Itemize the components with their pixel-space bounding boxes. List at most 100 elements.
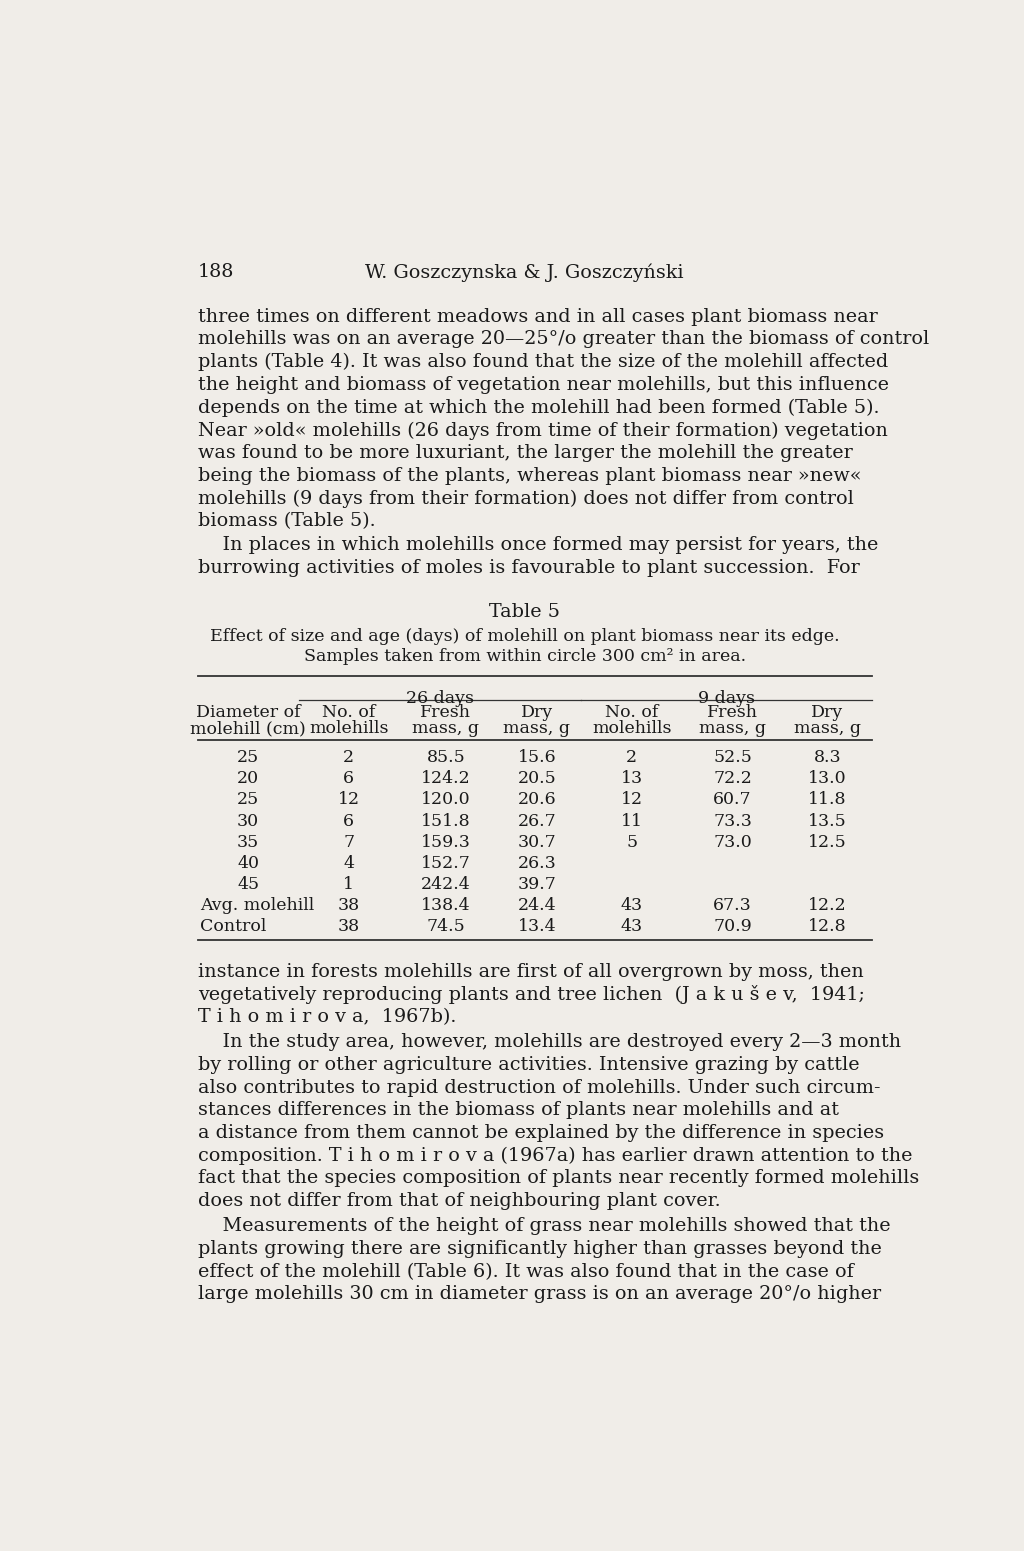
Text: 120.0: 120.0 — [421, 791, 471, 808]
Text: Fresh: Fresh — [420, 704, 471, 721]
Text: mass, g: mass, g — [504, 721, 570, 737]
Text: 152.7: 152.7 — [421, 855, 471, 872]
Text: 74.5: 74.5 — [426, 918, 465, 935]
Text: 1: 1 — [343, 876, 354, 893]
Text: 45: 45 — [238, 876, 259, 893]
Text: Fresh: Fresh — [707, 704, 758, 721]
Text: 11.8: 11.8 — [808, 791, 847, 808]
Text: 4: 4 — [343, 855, 354, 872]
Text: the height and biomass of vegetation near molehills, but this influence: the height and biomass of vegetation nea… — [198, 375, 889, 394]
Text: 124.2: 124.2 — [421, 771, 471, 788]
Text: Dry: Dry — [520, 704, 553, 721]
Text: depends on the time at which the molehill had been formed (Table 5).: depends on the time at which the molehil… — [198, 399, 880, 417]
Text: 20: 20 — [238, 771, 259, 788]
Text: 70.9: 70.9 — [713, 918, 752, 935]
Text: 39.7: 39.7 — [517, 876, 556, 893]
Text: 25: 25 — [237, 749, 259, 766]
Text: 6: 6 — [343, 771, 354, 788]
Text: 35: 35 — [237, 834, 259, 850]
Text: molehill (cm): molehill (cm) — [190, 721, 306, 737]
Text: does not differ from that of neighbouring plant cover.: does not differ from that of neighbourin… — [198, 1193, 720, 1210]
Text: 24.4: 24.4 — [517, 896, 556, 914]
Text: Dry: Dry — [811, 704, 844, 721]
Text: 43: 43 — [621, 918, 643, 935]
Text: molehills: molehills — [309, 721, 389, 737]
Text: 12: 12 — [621, 791, 643, 808]
Text: 159.3: 159.3 — [421, 834, 471, 850]
Text: 26 days: 26 days — [406, 690, 474, 707]
Text: 151.8: 151.8 — [421, 813, 471, 830]
Text: fact that the species composition of plants near recently formed molehills: fact that the species composition of pla… — [198, 1169, 919, 1188]
Text: 30.7: 30.7 — [517, 834, 556, 850]
Text: 2: 2 — [627, 749, 637, 766]
Text: molehills (9 days from their formation) does not differ from control: molehills (9 days from their formation) … — [198, 490, 854, 507]
Text: 5: 5 — [627, 834, 637, 850]
Text: 9 days: 9 days — [698, 690, 755, 707]
Text: 25: 25 — [237, 791, 259, 808]
Text: molehills: molehills — [592, 721, 672, 737]
Text: mass, g: mass, g — [794, 721, 861, 737]
Text: 20.5: 20.5 — [517, 771, 556, 788]
Text: three times on different meadows and in all cases plant biomass near: three times on different meadows and in … — [198, 307, 878, 326]
Text: 38: 38 — [338, 918, 360, 935]
Text: 73.0: 73.0 — [713, 834, 752, 850]
Text: Near »old« molehills (26 days from time of their formation) vegetation: Near »old« molehills (26 days from time … — [198, 422, 888, 439]
Text: Diameter of: Diameter of — [196, 704, 300, 721]
Text: W. Goszczynska & J. Goszczyński: W. Goszczynska & J. Goszczyński — [366, 264, 684, 282]
Text: 52.5: 52.5 — [713, 749, 752, 766]
Text: 12.8: 12.8 — [808, 918, 847, 935]
Text: T i h o m i r o v a,  1967b).: T i h o m i r o v a, 1967b). — [198, 1008, 456, 1027]
Text: 72.2: 72.2 — [713, 771, 752, 788]
Text: vegetatively reproducing plants and tree lichen  (J a k u š e v,  1941;: vegetatively reproducing plants and tree… — [198, 985, 864, 1005]
Text: 85.5: 85.5 — [426, 749, 465, 766]
Text: 13: 13 — [621, 771, 643, 788]
Text: 38: 38 — [338, 896, 360, 914]
Text: 13.0: 13.0 — [808, 771, 847, 788]
Text: 13.4: 13.4 — [517, 918, 556, 935]
Text: 2: 2 — [343, 749, 354, 766]
Text: Effect of size and age (days) of molehill on plant biomass near its edge.: Effect of size and age (days) of molehil… — [210, 628, 840, 645]
Text: No. of: No. of — [323, 704, 376, 721]
Text: instance in forests molehills are first of all overgrown by moss, then: instance in forests molehills are first … — [198, 963, 863, 980]
Text: In the study area, however, molehills are destroyed every 2—3 month: In the study area, however, molehills ar… — [198, 1033, 901, 1052]
Text: 11: 11 — [621, 813, 643, 830]
Text: 26.3: 26.3 — [517, 855, 556, 872]
Text: 12: 12 — [338, 791, 360, 808]
Text: 138.4: 138.4 — [421, 896, 471, 914]
Text: 40: 40 — [238, 855, 259, 872]
Text: In places in which molehills once formed may persist for years, the: In places in which molehills once formed… — [198, 537, 879, 554]
Text: 30: 30 — [238, 813, 259, 830]
Text: by rolling or other agriculture activities. Intensive grazing by cattle: by rolling or other agriculture activiti… — [198, 1056, 859, 1073]
Text: No. of: No. of — [605, 704, 658, 721]
Text: 67.3: 67.3 — [713, 896, 752, 914]
Text: 12.2: 12.2 — [808, 896, 847, 914]
Text: a distance from them cannot be explained by the difference in species: a distance from them cannot be explained… — [198, 1124, 884, 1142]
Text: was found to be more luxuriant, the larger the molehill the greater: was found to be more luxuriant, the larg… — [198, 444, 853, 462]
Text: Control: Control — [200, 918, 266, 935]
Text: also contributes to rapid destruction of molehills. Under such circum-: also contributes to rapid destruction of… — [198, 1078, 881, 1097]
Text: composition. T i h o m i r o v a (1967a) has earlier drawn attention to the: composition. T i h o m i r o v a (1967a)… — [198, 1146, 912, 1165]
Text: being the biomass of the plants, whereas plant biomass near »new«: being the biomass of the plants, whereas… — [198, 467, 861, 485]
Text: 13.5: 13.5 — [808, 813, 847, 830]
Text: 43: 43 — [621, 896, 643, 914]
Text: Samples taken from within circle 300 cm² in area.: Samples taken from within circle 300 cm²… — [304, 648, 745, 665]
Text: stances differences in the biomass of plants near molehills and at: stances differences in the biomass of pl… — [198, 1101, 839, 1120]
Text: 7: 7 — [343, 834, 354, 850]
Text: large molehills 30 cm in diameter grass is on an average 20°/o higher: large molehills 30 cm in diameter grass … — [198, 1286, 881, 1303]
Text: Avg. molehill: Avg. molehill — [200, 896, 314, 914]
Text: 15.6: 15.6 — [517, 749, 556, 766]
Text: Table 5: Table 5 — [489, 603, 560, 622]
Text: plants (Table 4). It was also found that the size of the molehill affected: plants (Table 4). It was also found that… — [198, 354, 888, 371]
Text: mass, g: mass, g — [699, 721, 766, 737]
Text: 60.7: 60.7 — [713, 791, 752, 808]
Text: 6: 6 — [343, 813, 354, 830]
Text: Measurements of the height of grass near molehills showed that the: Measurements of the height of grass near… — [198, 1218, 891, 1235]
Text: 242.4: 242.4 — [421, 876, 471, 893]
Text: 73.3: 73.3 — [713, 813, 752, 830]
Text: 26.7: 26.7 — [517, 813, 556, 830]
Text: mass, g: mass, g — [413, 721, 479, 737]
Text: plants growing there are significantly higher than grasses beyond the: plants growing there are significantly h… — [198, 1239, 882, 1258]
Text: burrowing activities of moles is favourable to plant succession.  For: burrowing activities of moles is favoura… — [198, 560, 859, 577]
Text: biomass (Table 5).: biomass (Table 5). — [198, 512, 376, 530]
Text: 20.6: 20.6 — [517, 791, 556, 808]
